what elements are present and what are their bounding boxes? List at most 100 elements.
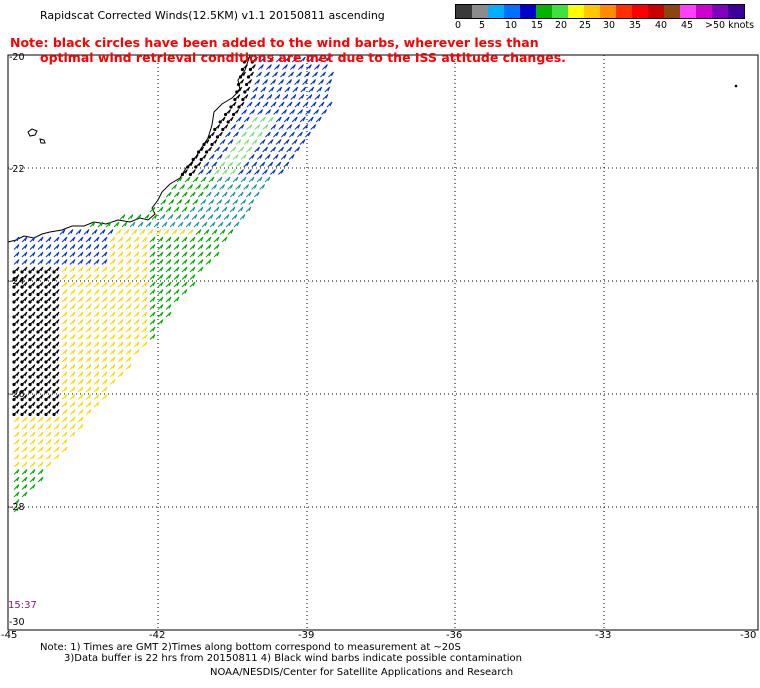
wind-barb: [310, 79, 317, 85]
wind-barb: [37, 416, 44, 423]
wind-barb: [181, 274, 188, 280]
wind-barb: [282, 94, 289, 100]
wind-barb: [133, 319, 140, 325]
wind-barb: [61, 439, 68, 445]
wind-barb: [192, 199, 199, 205]
wind-barb: [163, 229, 170, 235]
wind-barb: [169, 221, 176, 228]
wind-barb: [195, 184, 202, 190]
wind-barb: [141, 266, 148, 273]
wind-barb: [165, 244, 172, 250]
wind-barb: [266, 94, 273, 100]
wind-barb: [101, 379, 108, 385]
wind-barb: [93, 379, 100, 385]
pass-time-label: 15:37: [8, 600, 37, 611]
wind-barb: [77, 364, 84, 370]
wind-barb: [133, 281, 140, 288]
wind-barb: [192, 176, 199, 183]
wind-barb: [141, 281, 148, 288]
wind-barb: [133, 349, 140, 355]
contamination-circle: [52, 270, 56, 274]
wind-barb: [254, 124, 261, 130]
wind-barb: [93, 266, 100, 273]
wind-barb: [37, 251, 44, 258]
wind-barb: [300, 86, 307, 93]
scale-swatch: [696, 5, 712, 18]
wind-barb: [21, 416, 28, 423]
scale-swatch: [520, 5, 536, 18]
wind-barb: [165, 304, 172, 310]
wind-barb: [133, 334, 140, 340]
wind-barb: [77, 319, 84, 325]
wind-barb: [61, 379, 68, 385]
wind-barb: [157, 259, 164, 265]
contamination-circle: [44, 285, 48, 289]
wind-barb: [205, 259, 212, 265]
wind-barb: [232, 176, 239, 183]
contamination-circle: [215, 135, 219, 139]
wind-barb: [93, 334, 100, 340]
wind-barb: [181, 266, 188, 273]
contamination-circle: [20, 352, 24, 357]
wind-barb: [61, 416, 68, 423]
wind-barb: [198, 169, 204, 175]
wind-barb: [101, 371, 108, 378]
contamination-circle: [44, 375, 48, 379]
wind-barb: [232, 154, 239, 160]
wind-barb: [69, 311, 76, 318]
wind-barb: [248, 199, 255, 205]
wind-barb: [117, 236, 124, 243]
wind-barb: [171, 229, 178, 235]
wind-barb: [294, 146, 301, 153]
wind-barb: [109, 281, 116, 288]
wind-barb: [13, 259, 20, 265]
contamination-circle: [36, 367, 40, 372]
wind-barb: [224, 154, 231, 160]
wind-barb: [101, 296, 108, 303]
scale-label: 30: [603, 20, 616, 31]
wind-barb: [238, 124, 245, 130]
wind-barb: [21, 251, 28, 258]
scale-swatch: [552, 5, 568, 18]
wind-barb: [268, 86, 275, 93]
wind-barb: [149, 274, 156, 280]
wind-barb: [189, 259, 196, 265]
wind-barb: [213, 206, 220, 213]
wind-barb: [117, 349, 124, 355]
wind-barb: [69, 379, 76, 385]
contamination-circle: [20, 375, 24, 379]
wind-barb: [259, 161, 266, 168]
wind-barb: [165, 206, 172, 213]
wind-barb: [197, 244, 204, 250]
wind-barb: [77, 266, 84, 273]
contamination-circle: [20, 322, 24, 327]
wind-barb: [181, 244, 188, 250]
wind-barb: [101, 251, 108, 258]
wind-barb: [233, 131, 239, 138]
wind-barb: [85, 409, 92, 415]
coastline: [7, 54, 251, 243]
wind-barb: [149, 206, 156, 213]
wind-barb: [85, 401, 92, 408]
wind-barb: [77, 386, 84, 393]
wind-barb: [235, 161, 242, 168]
wind-barb: [318, 101, 325, 108]
wind-barb: [85, 236, 92, 243]
wind-barb: [69, 334, 76, 340]
wind-barb: [322, 94, 329, 100]
wind-barb: [179, 184, 186, 190]
wind-barb: [125, 304, 132, 310]
wind-barb: [69, 266, 76, 273]
wind-barb: [299, 56, 306, 63]
scale-label: 40: [655, 20, 668, 31]
wind-barb: [109, 244, 116, 250]
wind-barb: [133, 266, 140, 273]
wind-barb: [254, 79, 261, 85]
scale-swatch: [664, 5, 680, 18]
wind-barb: [258, 64, 264, 70]
contamination-circle: [221, 127, 225, 132]
wind-barb: [165, 236, 172, 243]
wind-barb: [173, 296, 180, 303]
wind-barb: [77, 409, 84, 415]
wind-barb: [69, 386, 76, 393]
